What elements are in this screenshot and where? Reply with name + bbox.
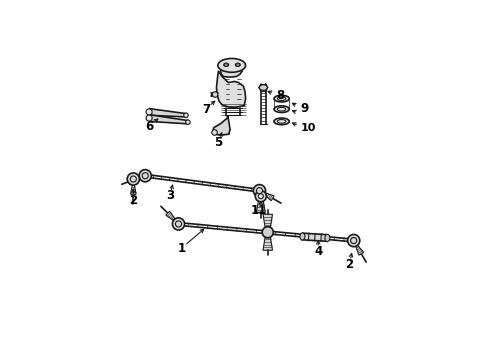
Circle shape bbox=[142, 173, 148, 179]
Text: 11: 11 bbox=[251, 204, 267, 217]
Polygon shape bbox=[130, 177, 140, 184]
Ellipse shape bbox=[325, 234, 330, 242]
Circle shape bbox=[146, 109, 152, 115]
Circle shape bbox=[253, 185, 266, 197]
Text: 5: 5 bbox=[214, 136, 222, 149]
Circle shape bbox=[175, 221, 182, 227]
Ellipse shape bbox=[277, 97, 286, 100]
Text: 9: 9 bbox=[300, 102, 308, 115]
Ellipse shape bbox=[274, 95, 289, 102]
Polygon shape bbox=[263, 238, 272, 250]
Circle shape bbox=[127, 173, 140, 185]
Text: 4: 4 bbox=[314, 244, 322, 258]
Polygon shape bbox=[213, 116, 230, 135]
Text: 10: 10 bbox=[301, 123, 317, 133]
Polygon shape bbox=[356, 245, 364, 255]
Circle shape bbox=[258, 194, 263, 199]
Text: 6: 6 bbox=[145, 120, 153, 133]
Ellipse shape bbox=[277, 107, 286, 111]
Circle shape bbox=[347, 234, 360, 247]
Text: 7: 7 bbox=[203, 103, 211, 116]
Text: 8: 8 bbox=[276, 89, 284, 102]
Polygon shape bbox=[220, 64, 242, 77]
Ellipse shape bbox=[223, 63, 229, 67]
Text: 3: 3 bbox=[166, 189, 174, 202]
Polygon shape bbox=[263, 214, 272, 227]
Circle shape bbox=[130, 176, 136, 182]
Ellipse shape bbox=[274, 106, 289, 112]
Polygon shape bbox=[149, 115, 188, 124]
Polygon shape bbox=[166, 211, 175, 220]
Circle shape bbox=[146, 115, 152, 121]
Circle shape bbox=[212, 92, 218, 97]
Ellipse shape bbox=[274, 118, 289, 125]
Circle shape bbox=[212, 130, 217, 135]
Polygon shape bbox=[264, 193, 274, 201]
Circle shape bbox=[255, 191, 267, 202]
Ellipse shape bbox=[235, 63, 240, 67]
Text: 2: 2 bbox=[345, 258, 354, 271]
Circle shape bbox=[256, 188, 263, 194]
Text: 2: 2 bbox=[129, 194, 137, 207]
Text: 1: 1 bbox=[178, 242, 186, 255]
Circle shape bbox=[351, 238, 357, 244]
Circle shape bbox=[224, 63, 228, 67]
Circle shape bbox=[236, 63, 240, 67]
Polygon shape bbox=[130, 185, 136, 194]
Circle shape bbox=[139, 170, 151, 182]
Polygon shape bbox=[302, 233, 327, 241]
Ellipse shape bbox=[259, 85, 268, 90]
Ellipse shape bbox=[277, 120, 286, 123]
Polygon shape bbox=[256, 201, 265, 212]
Ellipse shape bbox=[218, 58, 245, 72]
Circle shape bbox=[186, 120, 190, 125]
Circle shape bbox=[184, 113, 188, 117]
Circle shape bbox=[172, 218, 185, 230]
Polygon shape bbox=[149, 109, 186, 117]
Circle shape bbox=[262, 227, 273, 238]
Polygon shape bbox=[217, 71, 245, 108]
Ellipse shape bbox=[300, 233, 305, 240]
